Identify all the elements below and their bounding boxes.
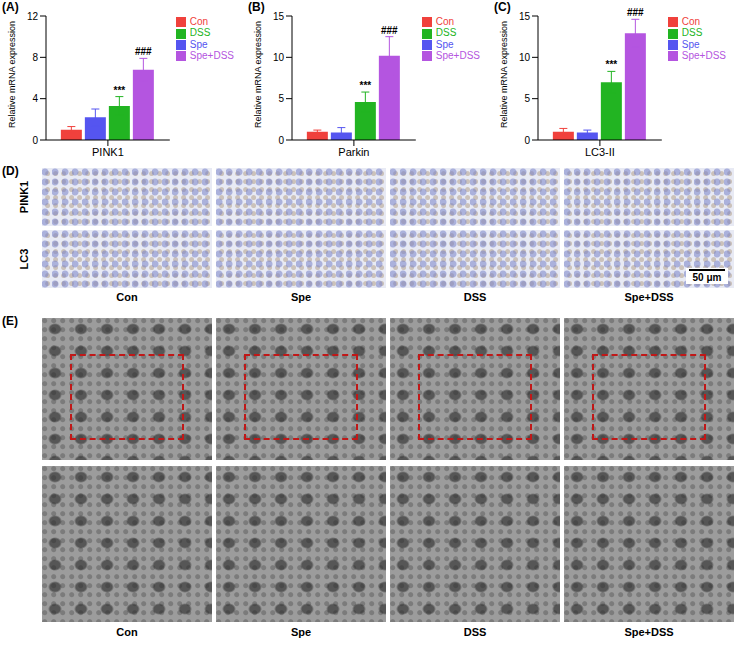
html-text:Con: Con — [116, 626, 138, 638]
html-text:Con: Con — [681, 16, 701, 27]
svg-text:Relative mRNA expression: Relative mRNA expression — [7, 21, 17, 128]
html-text:Spe: Spe — [681, 38, 700, 50]
svg-text:Relative mRNA expression: Relative mRNA expression — [499, 21, 509, 128]
html-text:Spe+DSS: Spe+DSS — [681, 50, 726, 62]
svg-text:5: 5 — [278, 93, 284, 104]
svg-text:8: 8 — [32, 52, 38, 63]
html-text:Spe+DSS: Spe+DSS — [189, 50, 234, 62]
svg-text:10: 10 — [273, 52, 285, 63]
svg-text:Parkin: Parkin — [338, 146, 369, 158]
html-text:DSS: DSS — [463, 291, 487, 303]
svg-text:***: *** — [606, 59, 618, 70]
html-text:DSS: DSS — [463, 626, 487, 638]
html-text:Con: Con — [116, 291, 138, 303]
svg-text:15: 15 — [519, 11, 531, 22]
html-text:DSS: DSS — [681, 27, 703, 39]
svg-text:PINK1: PINK1 — [92, 146, 124, 158]
html-text:LC3: LC3 — [18, 248, 30, 270]
html-text:Spe: Spe — [290, 626, 312, 638]
svg-text:0: 0 — [32, 135, 38, 146]
svg-text:###: ### — [627, 7, 644, 18]
html-text:Spe+DSS: Spe+DSS — [624, 291, 674, 303]
svg-text:5: 5 — [524, 93, 530, 104]
html-text:(D): (D) — [2, 164, 19, 178]
html-text:Spe+DSS: Spe+DSS — [435, 50, 480, 62]
svg-text:LC3-II: LC3-II — [585, 146, 615, 158]
svg-text:0: 0 — [278, 135, 284, 146]
html-text:Con: Con — [189, 16, 209, 27]
svg-text:15: 15 — [273, 11, 285, 22]
html-text:50 μm: 50 μm — [692, 272, 722, 283]
html-text:DSS: DSS — [435, 27, 457, 39]
svg-text:0: 0 — [524, 135, 530, 146]
html-text:Spe: Spe — [290, 291, 312, 303]
html-text:(C): (C) — [494, 0, 511, 14]
html-text:Spe: Spe — [189, 38, 208, 50]
svg-text:Relative mRNA expression: Relative mRNA expression — [253, 21, 263, 128]
html-text:(E): (E) — [2, 314, 18, 328]
svg-text:4: 4 — [32, 93, 38, 104]
html-text:PINK1: PINK1 — [18, 180, 30, 214]
html-text:DSS: DSS — [189, 27, 211, 39]
svg-text:###: ### — [381, 25, 398, 36]
html-text:Con: Con — [435, 16, 455, 27]
svg-text:###: ### — [135, 46, 152, 57]
html-text:(A): (A) — [2, 0, 19, 14]
html-text:Spe+DSS: Spe+DSS — [624, 626, 674, 638]
svg-text:***: *** — [114, 85, 126, 96]
svg-text:12: 12 — [27, 11, 39, 22]
html-text:Spe: Spe — [435, 38, 454, 50]
svg-text:***: *** — [360, 80, 372, 91]
html-text:(B): (B) — [248, 0, 265, 14]
svg-text:10: 10 — [519, 52, 531, 63]
